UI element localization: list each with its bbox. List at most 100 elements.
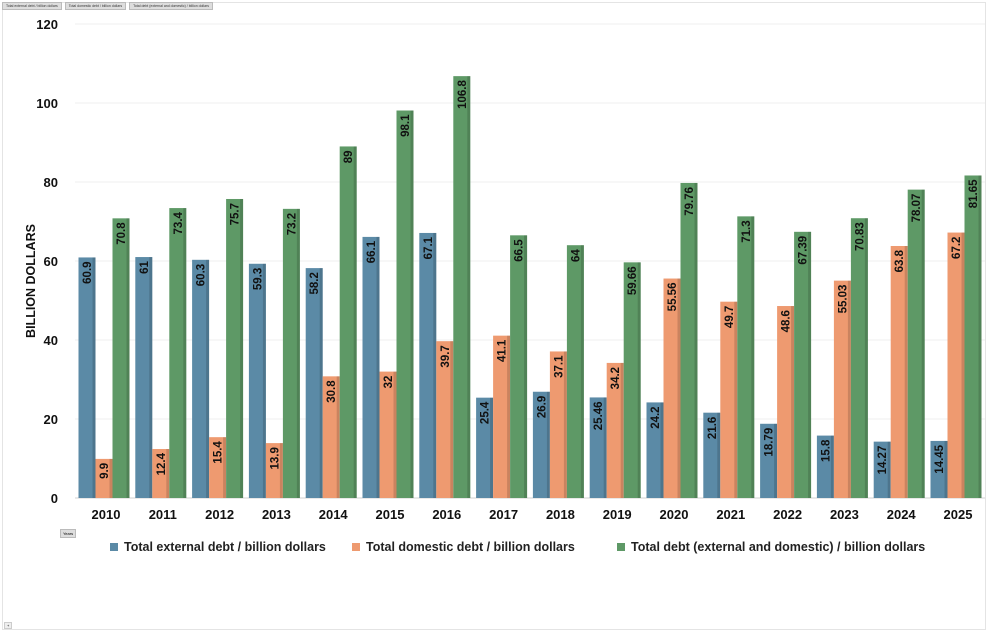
data-label: 30.8: [326, 380, 338, 403]
data-label: 59.3: [252, 268, 264, 290]
bar-shadow: [961, 232, 965, 498]
x-tick-label: 2010: [92, 507, 121, 522]
field-button-domestic[interactable]: Total domestic debt / billion dollars: [64, 2, 127, 10]
bar-shadow: [240, 198, 244, 499]
bar-shadow: [603, 397, 607, 498]
bar-2: [396, 110, 414, 498]
x-tick-label: 2017: [489, 507, 518, 522]
bar-0: [248, 263, 266, 498]
data-label: 39.7: [440, 345, 452, 367]
collapse-fields-button[interactable]: +: [4, 622, 13, 629]
data-label: 25.46: [593, 401, 605, 430]
bar-shadow: [393, 371, 397, 498]
x-tick-label: 2024: [887, 507, 917, 522]
bar-shadow: [808, 231, 812, 498]
data-label: 73.4: [173, 211, 185, 234]
data-label: 14.45: [934, 444, 946, 473]
axis-field-button-years[interactable]: Years: [60, 529, 77, 538]
bar-1: [209, 437, 227, 498]
bar-shadow: [490, 397, 494, 498]
x-tick-label: 2014: [319, 507, 349, 522]
data-label: 81.65: [968, 179, 980, 208]
bar-0: [589, 397, 607, 498]
bar-2: [510, 235, 528, 498]
bar-shadow: [978, 175, 982, 499]
bar-0: [419, 232, 437, 498]
bar-shadow: [830, 435, 834, 498]
bar-2: [453, 76, 471, 498]
legend-swatch: [110, 543, 118, 551]
bar-0: [703, 412, 721, 498]
data-label: 32: [383, 376, 395, 389]
legend-item-total: Total debt (external and domestic) / bil…: [617, 540, 925, 554]
data-label: 37.1: [553, 355, 565, 378]
bar-2: [964, 175, 982, 499]
x-tick-label: 2018: [546, 507, 575, 522]
legend-label: Total debt (external and domestic) / bil…: [631, 540, 926, 554]
bar-shadow: [944, 440, 948, 498]
data-label: 14.27: [877, 446, 889, 475]
y-tick-label: 100: [36, 96, 58, 111]
y-tick-label: 60: [44, 254, 58, 269]
data-label: 12.4: [156, 452, 168, 475]
bar-shadow: [774, 423, 778, 498]
field-button-total[interactable]: Total debt (external and domestic) / bil…: [129, 2, 213, 10]
bar-shadow: [376, 236, 380, 498]
x-tick-label: 2019: [603, 507, 632, 522]
bar-0: [816, 435, 834, 498]
bar-0: [135, 257, 153, 498]
field-button-external[interactable]: Total external debt / billion dollars: [2, 2, 62, 10]
y-tick-label: 120: [36, 17, 58, 32]
bar-shadow: [262, 263, 266, 498]
bar-2: [907, 189, 925, 498]
bar-0: [532, 391, 550, 498]
bar-shadow: [734, 301, 738, 498]
data-label: 78.07: [911, 194, 923, 223]
bar-shadow: [563, 351, 567, 498]
legend-swatch: [617, 543, 625, 551]
data-label: 15.8: [820, 439, 832, 462]
x-tick-label: 2021: [716, 507, 745, 522]
x-tick-label: 2025: [944, 507, 973, 522]
data-label: 70.8: [116, 222, 128, 245]
bar-2: [112, 218, 130, 498]
bar-shadow: [433, 232, 437, 498]
bar-shadow: [223, 437, 227, 498]
data-label: 41.1: [497, 339, 509, 362]
y-tick-label: 80: [44, 175, 58, 190]
bar-shadow: [183, 208, 187, 498]
bar-1: [265, 443, 283, 498]
bar-0: [78, 257, 96, 498]
data-label: 106.8: [457, 80, 469, 109]
bar-0: [646, 402, 664, 498]
bar-1: [833, 280, 851, 498]
y-tick-label: 0: [51, 491, 58, 506]
data-label: 9.9: [99, 463, 111, 479]
bar-1: [493, 335, 511, 498]
bar-shadow: [467, 76, 471, 498]
bar-2: [566, 245, 584, 498]
x-tick-label: 2015: [376, 507, 405, 522]
bar-shadow: [904, 245, 908, 498]
data-label: 18.79: [764, 428, 776, 457]
bar-2: [794, 231, 812, 498]
bar-2: [680, 182, 698, 498]
bar-shadow: [166, 449, 170, 498]
legend-item-domestic: Total domestic debt / billion dollars: [352, 540, 617, 554]
data-label: 60.3: [196, 264, 208, 286]
legend-label: Total domestic debt / billion dollars: [366, 540, 575, 554]
data-label: 63.8: [894, 249, 906, 272]
data-label: 67.2: [951, 237, 963, 259]
data-label: 13.9: [269, 447, 281, 469]
data-label: 66.1: [366, 240, 378, 263]
bar-0: [192, 259, 210, 498]
bar-shadow: [507, 335, 511, 498]
data-label: 71.3: [741, 220, 753, 242]
data-label: 79.76: [684, 187, 696, 216]
data-label: 48.6: [781, 310, 793, 332]
data-label: 70.83: [854, 222, 866, 251]
bar-shadow: [336, 376, 340, 498]
bar-shadow: [620, 362, 624, 498]
